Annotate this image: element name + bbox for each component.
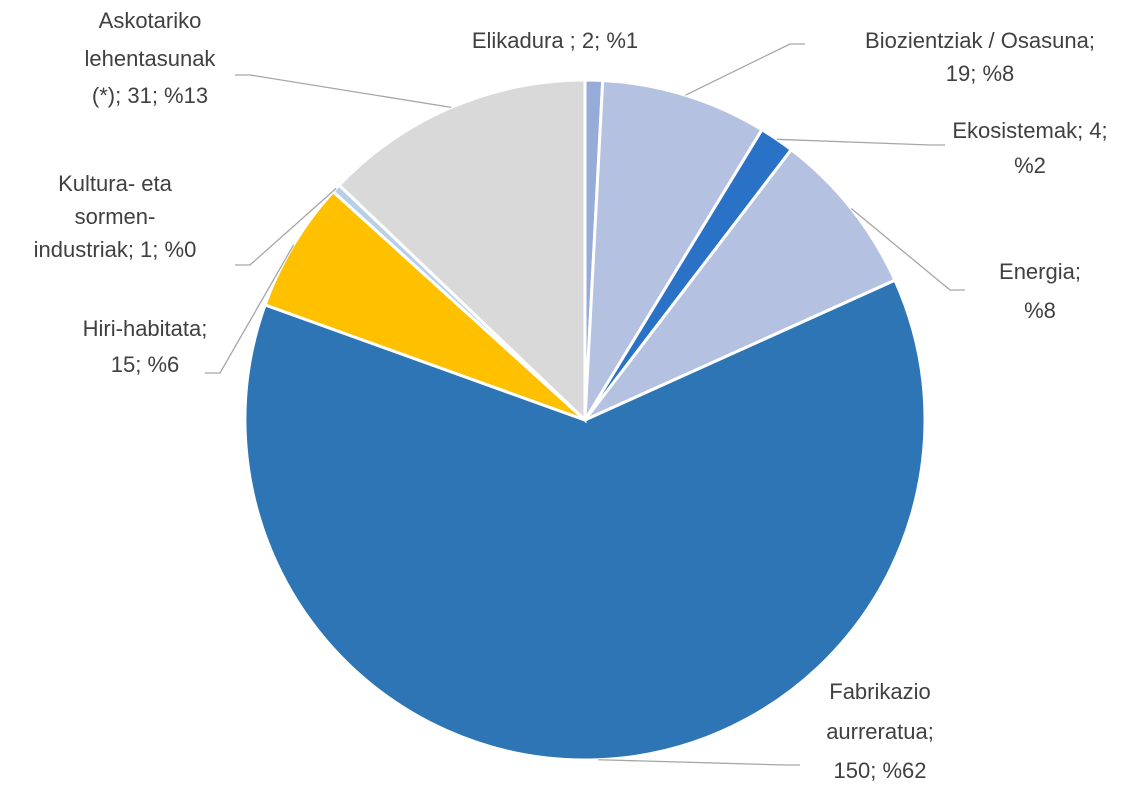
data-label: 19; %8 — [946, 61, 1015, 86]
data-label: (*); 31; %13 — [92, 83, 208, 108]
leader-line — [205, 244, 295, 374]
data-label: Hiri-habitata; — [83, 316, 208, 341]
data-label: sormen- — [75, 204, 156, 229]
pie-slice — [243, 278, 927, 762]
data-label: Elikadura ; 2; %1 — [472, 28, 638, 53]
leader-line — [235, 187, 337, 266]
leader-line — [235, 74, 452, 109]
data-label: %2 — [1014, 153, 1046, 178]
data-label: Ekosistemak; 4; — [952, 118, 1107, 143]
leader-line — [850, 208, 965, 291]
data-label: industriak; 1; %0 — [34, 237, 197, 262]
leader-line — [685, 43, 805, 96]
pie-slice — [583, 147, 897, 422]
leader-line — [598, 759, 800, 766]
data-label: Fabrikazio — [829, 679, 930, 704]
data-label: Biozientziak / Osasuna; — [865, 28, 1095, 53]
data-label: lehentasunak — [85, 46, 217, 71]
data-label: 15; %6 — [111, 352, 180, 377]
data-label: Energia; — [999, 259, 1081, 284]
leader-line — [776, 138, 945, 146]
data-label: %8 — [1024, 298, 1056, 323]
data-label: aurreratua; — [826, 719, 934, 744]
data-label: Kultura- eta — [58, 171, 172, 196]
data-label: Askotariko — [99, 8, 202, 33]
data-label: 150; %62 — [834, 758, 927, 783]
pie-slice — [583, 78, 765, 421]
